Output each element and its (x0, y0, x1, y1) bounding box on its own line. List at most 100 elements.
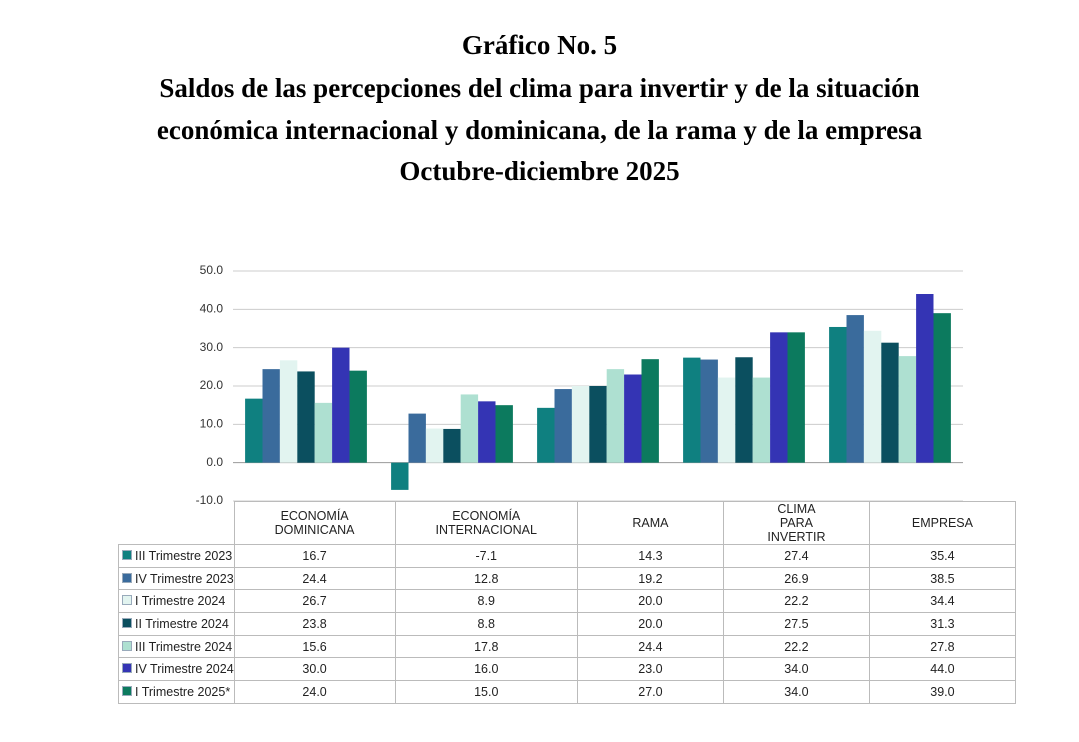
legend-label: IV Trimestre 2024 (135, 662, 234, 677)
bar (314, 402, 333, 463)
data-label: 15.0 (394, 680, 578, 704)
x-tick-label: ECONOMÍA INTERNACIONAL (394, 501, 578, 545)
x-tick-label: ECONOMÍA DOMINICANA (233, 501, 396, 545)
data-label: 34.4 (868, 589, 1016, 614)
data-label: 24.0 (233, 680, 396, 704)
bar (554, 389, 572, 463)
data-label: 27.0 (576, 680, 724, 704)
bar (332, 347, 350, 463)
table-row: III Trimestre 2023 16.7 -7.1 14.3 27.4 35.4 (118, 544, 1016, 568)
chart-subtitle: Saldos de las percepciones del clima par… (159, 73, 920, 103)
table-row: IV Trimestre 2024 30.0 16.0 23.0 34.0 44.0 (118, 657, 1016, 682)
legend-swatch (122, 685, 132, 696)
data-label: 20.0 (576, 589, 724, 614)
legend-entry: I Trimestre 2024 (118, 589, 235, 614)
bar (391, 462, 409, 490)
bar (735, 357, 753, 463)
legend-label: II Trimestre 2024 (135, 616, 229, 631)
data-label: 14.3 (576, 544, 724, 568)
bar (279, 360, 298, 463)
legend-label: IV Trimestre 2023 (135, 571, 234, 586)
y-tick-label: 20.0 (200, 378, 224, 392)
bar (752, 377, 771, 463)
data-label: 38.5 (868, 566, 1016, 591)
legend-swatch (122, 617, 132, 628)
y-tick-label: 30.0 (200, 340, 224, 354)
bar (349, 370, 367, 463)
data-label: 44.0 (868, 657, 1016, 682)
bar (460, 394, 479, 463)
x-tick-label: CLIMA PARA INVERTIR (722, 501, 870, 545)
data-label: 19.2 (576, 566, 724, 591)
data-label: 8.8 (394, 612, 578, 636)
bar (829, 326, 847, 463)
data-label: 15.6 (233, 634, 396, 659)
bar (262, 369, 280, 463)
bar (846, 315, 864, 463)
chart-subtitle: económica internacional y dominicana, de… (156, 115, 923, 145)
data-label: 16.0 (394, 657, 578, 682)
table-row: I Trimestre 2024 26.7 8.9 20.0 22.2 34.4 (118, 589, 1016, 614)
legend-swatch (122, 663, 132, 674)
data-label: 12.8 (394, 566, 578, 591)
table-row: III Trimestre 2024 15.6 17.8 24.4 22.2 27.8 (118, 634, 1016, 659)
data-label: 34.0 (722, 680, 870, 704)
data-label: 24.4 (576, 634, 724, 659)
bar (589, 386, 607, 463)
legend-entry: III Trimestre 2023 (118, 544, 235, 568)
data-label: 34.0 (722, 657, 870, 682)
bar (495, 405, 513, 463)
bar (478, 401, 496, 463)
y-tick-label: 50.0 (200, 263, 224, 277)
bar (624, 374, 642, 463)
x-tick-label: RAMA (576, 501, 724, 545)
bar (700, 359, 718, 463)
table-row: IV Trimestre 2023 24.4 12.8 19.2 26.9 38.5 (118, 566, 1016, 591)
data-label: 8.9 (394, 589, 578, 614)
legend-label: I Trimestre 2025* (135, 684, 231, 699)
header-row: ECONOMÍA DOMINICANA ECONOMÍA INTERNACIONA… (119, 501, 1016, 545)
data-label: 39.0 (868, 680, 1016, 704)
legend-entry: III Trimestre 2024 (118, 634, 235, 659)
bar (425, 428, 444, 463)
data-label: 27.8 (868, 634, 1016, 659)
bar (571, 386, 590, 463)
data-label: 35.4 (868, 544, 1016, 568)
data-label: 27.5 (722, 612, 870, 636)
data-label: 16.7 (233, 544, 396, 568)
bar (898, 356, 917, 463)
legend-swatch (122, 572, 132, 583)
y-tick-label: 10.0 (200, 417, 224, 431)
y-tick-label: -10.0 (196, 493, 224, 507)
legend-entry: IV Trimestre 2024 (118, 657, 235, 682)
bar (933, 313, 951, 463)
legend-entry: IV Trimestre 2023 (118, 566, 235, 591)
bar (443, 428, 461, 463)
data-table: ECONOMÍA DOMINICANA ECONOMÍA INTERNACIONA… (118, 501, 1016, 704)
legend-swatch (122, 640, 132, 651)
data-label: 26.9 (722, 566, 870, 591)
y-tick-label: 0.0 (206, 455, 223, 469)
legend-swatch (122, 549, 132, 560)
chart-title: Gráfico No. 5 (461, 30, 618, 60)
legend-label: I Trimestre 2024 (135, 594, 226, 609)
legend-label: III Trimestre 2024 (135, 639, 233, 654)
bar (606, 369, 625, 463)
data-label: 27.4 (722, 544, 870, 568)
data-label: 17.8 (394, 634, 578, 659)
data-label: 22.2 (722, 589, 870, 614)
legend-entry: II Trimestre 2024 (118, 612, 235, 636)
bar (881, 342, 899, 463)
data-label: 30.0 (233, 657, 396, 682)
data-label: 26.7 (233, 589, 396, 614)
bar (641, 359, 659, 463)
bar (916, 294, 934, 463)
bar (863, 330, 882, 463)
corner (119, 502, 235, 545)
data-label: 24.4 (233, 566, 396, 591)
bar (787, 332, 805, 463)
data-label: 20.0 (576, 612, 724, 636)
legend-entry: I Trimestre 2025* (118, 680, 235, 704)
